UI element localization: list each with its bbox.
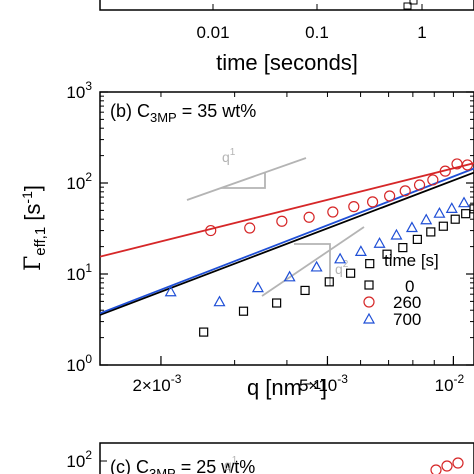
guide-label-q1: q1 xyxy=(222,147,236,165)
legend-entry: 0 xyxy=(405,277,414,296)
data-point-triangle xyxy=(457,196,471,208)
y-axis-label: Γeff,1 [s-1] xyxy=(19,185,49,271)
y-tick-label: 100 xyxy=(66,352,92,375)
y-tick-label: 103 xyxy=(66,79,92,102)
top-x-tick-label: 0.1 xyxy=(305,23,329,42)
bottom-y-tick-label: 102 xyxy=(66,448,92,471)
data-point-circle xyxy=(303,211,315,223)
data-point-triangle xyxy=(251,281,264,293)
legend-marker-circle xyxy=(363,296,375,308)
data-point-triangle xyxy=(354,245,367,256)
x-axis-label: q [nm⁻¹] xyxy=(247,375,327,400)
fit-line-700 xyxy=(100,167,474,315)
data-point-circle xyxy=(276,215,288,227)
data-point-square xyxy=(412,234,422,245)
slope-guide-q2: q2 xyxy=(261,226,365,297)
data-point-triangle xyxy=(433,206,446,218)
legend-marker-square xyxy=(364,280,374,290)
data-point-square xyxy=(469,204,474,214)
data-point-triangle xyxy=(420,213,433,225)
guide-triangle-q2 xyxy=(294,243,331,286)
data-point-circle xyxy=(399,185,411,197)
data-point-square xyxy=(398,243,408,253)
data-point-square xyxy=(450,214,460,224)
data-point-triangle xyxy=(164,285,177,297)
y-tick-label: 102 xyxy=(66,170,92,193)
legend-title: time [s] xyxy=(384,251,439,270)
top-x-tick-label: 0.01 xyxy=(196,23,229,42)
x-tick-label: 5×10-3 xyxy=(299,372,348,395)
guide-label-q2: q2 xyxy=(335,259,349,277)
data-point-circle xyxy=(366,196,379,208)
data-point-circle xyxy=(327,206,339,218)
data-point-circle xyxy=(427,174,439,186)
bottom-data-point xyxy=(452,457,464,469)
data-point-circle xyxy=(244,222,256,234)
top-data-point xyxy=(403,2,412,10)
bottom-panel: (c) C3MP = 25 wt% 102 q1 xyxy=(66,442,474,474)
legend-entry: 700 xyxy=(393,310,421,329)
data-point-triangle xyxy=(334,252,347,264)
top-x-axis-label: time [seconds] xyxy=(216,50,358,75)
bottom-data-point xyxy=(441,460,453,472)
data-point-square xyxy=(272,298,282,308)
fit-line-260 xyxy=(100,162,474,258)
fit-line-0 xyxy=(100,171,474,316)
top-data-point xyxy=(409,0,418,5)
legend: time [s] 0 260 700 xyxy=(362,251,439,329)
data-point-square xyxy=(365,259,375,269)
data-point-triangle xyxy=(445,202,458,213)
data-point-circle xyxy=(384,190,396,202)
data-point-circle xyxy=(439,165,451,177)
top-x-tick-label: 1 xyxy=(417,23,426,42)
panel-label: (b) C3MP = 35 wt% xyxy=(110,101,256,125)
fit-lines xyxy=(100,162,474,316)
x-tick-label: 10-2 xyxy=(435,372,465,395)
main-panel: (b) C3MP = 35 wt% q1 q2 100 101 102 103 2×10… xyxy=(19,79,474,400)
y-tick-label: 101 xyxy=(66,261,92,284)
slope-guide-q1: q1 xyxy=(186,147,307,201)
data-point-square xyxy=(438,221,448,231)
data-point-square xyxy=(199,327,209,337)
data-point-circle xyxy=(413,179,426,191)
data-point-triangle xyxy=(283,270,296,282)
top-panel-frame xyxy=(99,0,474,11)
data-point-square xyxy=(346,268,356,278)
data-point-triangle xyxy=(405,221,418,233)
bottom-panel-label: (c) C3MP = 25 wt% xyxy=(110,457,255,474)
guide-triangle-q1 xyxy=(221,172,266,189)
bottom-data-point xyxy=(430,464,442,474)
axis-ticks: 100 101 102 103 2×10-3 5×10-3 10-2 xyxy=(66,79,474,395)
data-point-circle xyxy=(461,159,473,171)
legend-marker-triangle xyxy=(362,312,376,324)
data-point-square xyxy=(382,249,392,259)
data-point-circle xyxy=(205,224,217,237)
data-point-square xyxy=(461,209,471,219)
data-point-square xyxy=(300,285,310,296)
data-point-triangle xyxy=(213,295,226,307)
guide-line-q2 xyxy=(261,226,365,297)
data-point-square xyxy=(238,306,249,316)
guide-line-q1 xyxy=(186,157,307,201)
data-point-square xyxy=(324,277,334,287)
data-point-circle xyxy=(348,201,360,213)
x-tick-label: 2×10-3 xyxy=(132,372,181,395)
data-point-triangle xyxy=(373,237,386,248)
bottom-panel-frame xyxy=(99,442,474,474)
data-point-triangle xyxy=(390,228,403,240)
top-panel: 0.01 0.1 1 time [seconds] xyxy=(99,0,474,75)
data-point-triangle xyxy=(310,260,323,272)
bottom-guide-label: q1 xyxy=(224,455,238,473)
data-point-square xyxy=(426,227,436,237)
legend-entry: 260 xyxy=(393,293,421,312)
data-markers xyxy=(164,158,474,337)
